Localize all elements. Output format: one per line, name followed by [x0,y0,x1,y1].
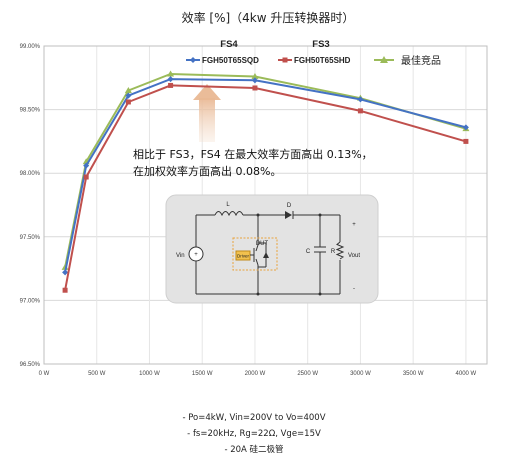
source-plus: + [194,252,198,258]
x-axis-ticks: 0 W 500 W 1000 W 1500 W 2000 W 2500 W 3000 W 35… [39,371,477,377]
data-point-square [62,287,68,293]
footnote-3: - 20A 硅二极管 [224,444,283,455]
annotation: 相比于 FS3，FS4 在最大效率方面高出 0.13%， 在加权效率方面高出 0… [133,147,373,178]
y-tick-label: 97.00% [20,298,41,304]
data-point-triangle [167,70,175,77]
annotation-line-1: 相比于 FS3，FS4 在最大效率方面高出 0.13%， [133,147,373,161]
chart-title: 效率 [%]（4kw 升压转换器时） [182,10,355,25]
vin-label: Vin [176,253,185,259]
vout-label: Vout [348,253,360,259]
data-point-square [357,108,363,114]
data-point-diamond [125,92,132,99]
freewheel-diode-icon [263,252,269,258]
data-point-diamond [251,77,258,84]
x-tick-label: 0 W [39,371,50,377]
data-point-square [83,174,89,180]
data-point-triangle [251,73,259,80]
series-diamond [62,76,469,276]
diode-label: D [287,203,292,209]
series-square [62,82,469,293]
data-point-diamond [357,96,364,103]
x-tick-label: 500 W [88,371,106,377]
legend-tag-fs3: FS3 [312,39,329,50]
data-point-triangle [124,87,132,94]
schematic-panel [165,194,379,304]
x-tick-label: 3000 W [350,371,371,377]
x-tick-label: 1500 W [192,371,213,377]
data-point-square [463,138,469,144]
data-point-square [125,99,131,105]
legend-tag-fs4: FS4 [220,39,238,50]
y-tick-label: 98.50% [20,108,41,114]
annotation-line-2: 在加权效率方面高出 0.08%。 [133,164,281,178]
legend-item-competitor: 最佳竞品 [374,54,441,67]
dut-box [232,237,278,271]
improvement-arrow [193,84,221,142]
y-tick-label: 96.50% [20,362,41,368]
footnote-2: - fs=20kHz, Rg=22Ω, Vge=15V [187,429,321,439]
footnotes: - Po=4kW, Vin=200V to Vo=400V - fs=20kHz… [182,413,325,455]
data-point-diamond [462,124,469,131]
resistor-label: R [331,249,336,255]
legend-marker-shd [282,57,288,63]
x-tick-label: 3500 W [403,371,424,377]
boost-converter-schematic: + Vin D L DUT Driver C R + Vout - [165,194,379,304]
x-tick-label: 2500 W [297,371,318,377]
footnote-1: - Po=4kW, Vin=200V to Vo=400V [182,413,325,423]
legend: FS4 FS3 FGH50T65SQD FGH50T65SHD 最佳竞品 [186,39,441,67]
plot-frame [43,45,488,365]
capacitor-label: C [306,249,311,255]
legend-label-shd: FGH50T65SHD [294,56,351,65]
legend-marker-sqd [190,57,196,63]
x-tick-label: 4000 W [456,371,477,377]
data-point-square [252,85,258,91]
y-tick-label: 97.50% [20,235,41,241]
legend-item-shd: FGH50T65SHD [278,56,351,65]
dut-label: DUT [256,241,269,247]
data-point-diamond [83,162,90,169]
driver-label: Driver [237,254,250,259]
x-tick-label: 1000 W [139,371,160,377]
legend-marker-competitor [380,56,388,63]
y-tick-label: 98.00% [20,171,41,177]
x-tick-label: 2000 W [245,371,266,377]
legend-label-competitor: 最佳竞品 [401,54,441,67]
output-minus: - [353,286,355,292]
y-tick-label: 99.00% [20,44,41,50]
data-point-diamond [167,76,174,83]
series-lines [61,70,470,293]
legend-label-sqd: FGH50T65SQD [202,56,259,65]
data-point-square [168,82,174,88]
diode-icon [285,211,292,219]
y-axis-ticks: 96.50% 97.00% 97.50% 98.00% 98.50% 99.00% [20,44,41,368]
legend-item-sqd: FGH50T65SQD [186,56,259,65]
voltage-source-icon [188,246,204,262]
output-plus: + [352,222,356,228]
inductor-label: L [226,202,230,208]
data-point-diamond [62,269,69,276]
